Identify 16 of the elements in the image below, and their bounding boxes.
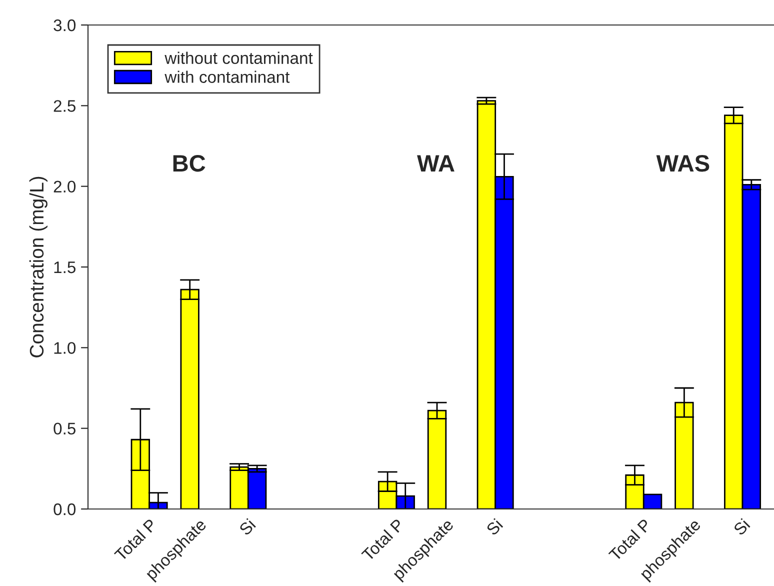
y-tick-label: 2.0: [54, 180, 76, 193]
annotation: WAS: [656, 154, 710, 172]
x-tick-label: Si: [485, 518, 504, 536]
y-tick-label: 1.0: [54, 342, 76, 354]
legend-label: with contaminant: [164, 70, 290, 83]
y-tick-label: 2.5: [54, 100, 76, 112]
x-tick-label: Si: [238, 518, 256, 536]
y-tick-label: 0.5: [54, 422, 76, 435]
annotation: WA: [417, 155, 454, 172]
legend-label: without contaminant: [164, 52, 313, 64]
y-tick-label: 1.5: [54, 262, 76, 274]
annotation: BC: [173, 154, 206, 172]
y-tick-label: 0.0: [54, 503, 76, 516]
y-tick-label: 3.0: [54, 19, 76, 32]
x-tick-label: Si: [732, 518, 750, 536]
y-axis-title: Concentration (mg/L): [29, 176, 48, 358]
